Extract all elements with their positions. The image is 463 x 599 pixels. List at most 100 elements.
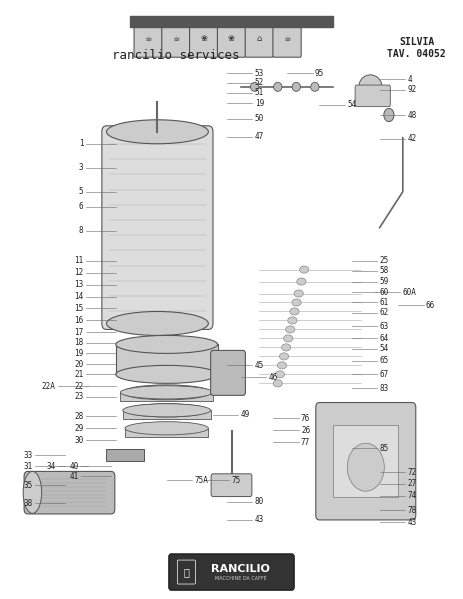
Ellipse shape [279,353,289,360]
Text: 11: 11 [74,256,83,265]
Text: rancilio services: rancilio services [112,49,240,62]
Text: 85: 85 [380,443,389,453]
Text: ☕: ☕ [172,34,180,44]
FancyBboxPatch shape [162,20,190,57]
Text: 4: 4 [407,74,412,84]
Text: 77: 77 [301,437,310,447]
FancyBboxPatch shape [169,554,294,590]
Bar [123,410,211,419]
Bar [106,449,144,461]
Text: 59: 59 [380,277,389,286]
Text: 72: 72 [407,467,417,477]
Text: 80: 80 [255,497,264,507]
Text: 47: 47 [255,132,264,141]
Text: 64: 64 [380,334,389,343]
Text: 65: 65 [380,356,389,365]
FancyBboxPatch shape [211,474,252,497]
Ellipse shape [116,335,218,353]
Text: 31: 31 [23,461,32,471]
Ellipse shape [125,422,208,435]
Text: 49: 49 [241,410,250,419]
Text: 22A: 22A [42,382,56,391]
Text: 60: 60 [380,288,389,297]
Text: 30: 30 [74,435,83,445]
Ellipse shape [347,443,384,491]
Text: 19: 19 [74,349,83,358]
Bar [116,344,218,374]
Text: 48: 48 [407,110,417,120]
Text: 51: 51 [255,88,264,98]
Text: 33: 33 [23,450,32,460]
Text: 15: 15 [74,304,83,313]
Bar [333,425,398,497]
Ellipse shape [300,266,309,273]
Text: 63: 63 [380,322,389,331]
Text: 62: 62 [380,308,389,317]
Ellipse shape [282,344,291,351]
Text: 19: 19 [255,98,264,108]
FancyBboxPatch shape [177,560,195,584]
Text: 45: 45 [255,361,264,370]
FancyBboxPatch shape [211,350,245,395]
FancyBboxPatch shape [273,20,301,57]
Text: 41: 41 [69,471,79,481]
Text: Ⓡ: Ⓡ [184,567,189,577]
Ellipse shape [23,471,42,513]
Text: 25: 25 [380,256,389,265]
Ellipse shape [274,83,282,91]
Text: ❀: ❀ [228,34,235,44]
Ellipse shape [283,335,293,342]
Ellipse shape [297,278,306,285]
Text: RANCILIO: RANCILIO [211,564,270,574]
Ellipse shape [290,308,299,315]
Text: 20: 20 [74,359,83,369]
Ellipse shape [125,404,208,417]
Text: 75A: 75A [194,476,208,485]
Text: ☕: ☕ [144,34,152,44]
Ellipse shape [106,120,208,144]
Text: 27: 27 [407,479,417,489]
Text: 66: 66 [426,301,435,310]
FancyBboxPatch shape [218,20,245,57]
FancyBboxPatch shape [245,20,273,57]
Ellipse shape [294,290,303,297]
Ellipse shape [250,83,259,91]
Bar [125,428,208,437]
Text: 26: 26 [301,425,310,435]
Ellipse shape [359,75,382,99]
Text: 17: 17 [74,328,83,337]
FancyBboxPatch shape [24,471,115,514]
Ellipse shape [277,362,287,369]
Text: ☕: ☕ [283,34,291,44]
Text: 38: 38 [23,498,32,508]
FancyBboxPatch shape [190,20,218,57]
Text: 74: 74 [407,491,417,501]
Ellipse shape [292,83,300,91]
Text: 43: 43 [255,515,264,525]
Text: 50: 50 [255,114,264,123]
Text: 61: 61 [380,298,389,307]
Text: 13: 13 [74,280,83,289]
Text: 43: 43 [407,518,417,527]
Text: 5: 5 [79,187,83,196]
Text: 3: 3 [79,163,83,173]
Bar [120,392,213,401]
Text: 54: 54 [380,344,389,353]
Text: 23: 23 [74,392,83,401]
Text: 67: 67 [380,370,389,379]
Text: 12: 12 [74,268,83,277]
Ellipse shape [286,326,295,333]
Bar [130,16,333,27]
Ellipse shape [123,385,211,400]
Ellipse shape [384,108,394,122]
Text: 28: 28 [74,412,83,421]
Ellipse shape [288,317,297,324]
Ellipse shape [106,311,208,335]
Text: 1: 1 [79,139,83,149]
Text: 42: 42 [407,134,417,144]
Text: 60A: 60A [403,288,417,297]
Text: 8: 8 [79,226,83,235]
Text: ⌂: ⌂ [257,34,262,44]
FancyBboxPatch shape [316,403,416,520]
Text: MACCHINE DA CAFFÈ: MACCHINE DA CAFFÈ [215,576,267,580]
